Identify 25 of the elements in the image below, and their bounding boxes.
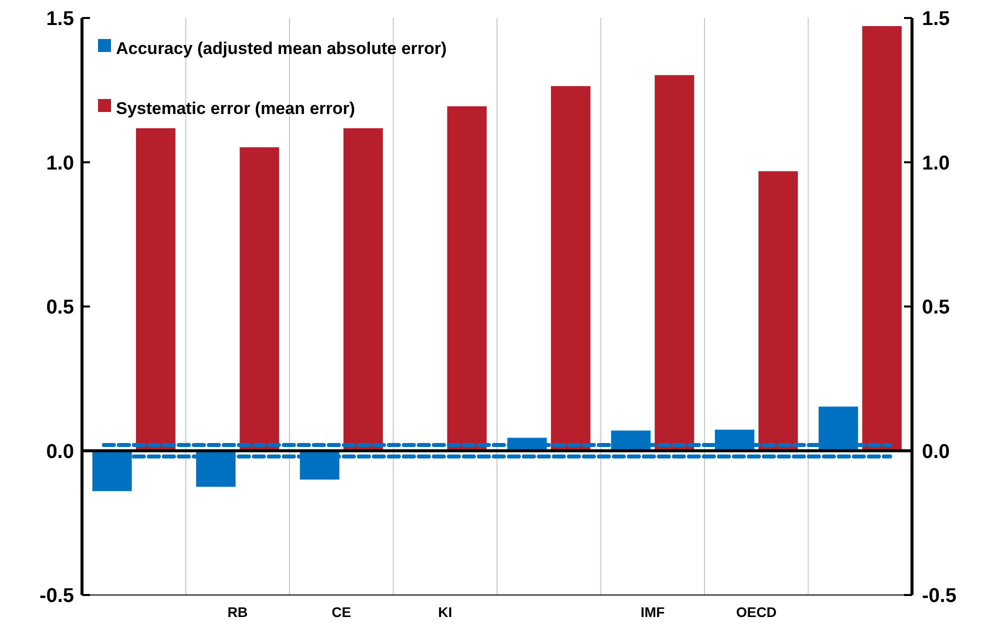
bar	[136, 128, 176, 451]
y-tick-label: 0.5	[46, 296, 74, 318]
x-tick-label: CE	[332, 604, 352, 620]
x-tick-label: IMF	[640, 604, 666, 620]
bar	[343, 128, 383, 451]
bar	[758, 171, 798, 451]
bar	[447, 106, 487, 451]
bar	[240, 147, 280, 451]
y-tick-label: 1.5	[46, 8, 74, 30]
x-tick-label: RB	[228, 604, 248, 620]
legend-label: Systematic error (mean error)	[116, 98, 356, 118]
y-tick-label: -0.5	[40, 585, 74, 607]
y-tick-label: 0.0	[46, 440, 74, 463]
bar	[550, 86, 590, 451]
y-tick-label: 1.0	[46, 152, 74, 174]
bar	[654, 75, 694, 451]
x-tick-label: KI	[438, 604, 452, 620]
y2-tick-label: 0.5	[922, 296, 950, 318]
x-tick-label: OECD	[736, 604, 777, 620]
legend-label: Accuracy (adjusted mean absolute error)	[116, 38, 447, 58]
y2-tick-label: 0.0	[922, 440, 950, 463]
y2-tick-label: 1.5	[922, 8, 950, 30]
y2-tick-label: -0.5	[922, 585, 956, 607]
bar	[862, 26, 902, 451]
y2-tick-label: 1.0	[922, 152, 950, 174]
